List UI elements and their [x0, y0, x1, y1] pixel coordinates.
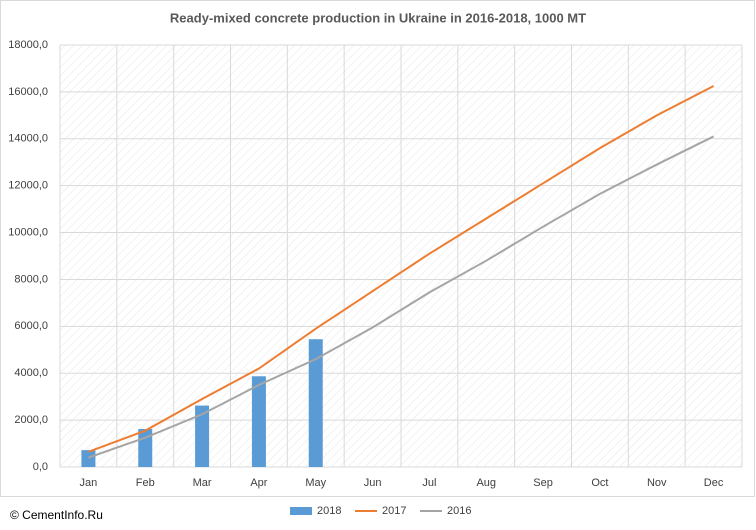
legend-label: 2018 [317, 505, 341, 517]
x-tick-label: Dec [704, 477, 724, 489]
line [88, 135, 715, 459]
line [88, 85, 715, 453]
y-tick-label: 10000,0 [8, 226, 48, 238]
x-tick-label: Oct [591, 477, 608, 489]
x-tick-label: Jun [364, 477, 382, 489]
y-tick-label: 14000,0 [8, 133, 48, 145]
legend-label: 2016 [447, 505, 471, 517]
x-tick-label: Aug [476, 477, 496, 489]
y-tick-label: 8000,0 [14, 273, 48, 285]
footer: © CementInfo.Ru [10, 508, 103, 522]
y-tick-label: 16000,0 [8, 86, 48, 98]
bar [81, 450, 96, 467]
y-tick-label: 0,0 [33, 461, 48, 473]
x-tick-label: May [305, 477, 326, 489]
legend-label: 2017 [382, 505, 406, 517]
chart-title: Ready-mixed concrete production in Ukrai… [170, 10, 586, 25]
y-tick-label: 4000,0 [14, 367, 48, 379]
y-tick-label: 12000,0 [8, 180, 48, 192]
bar [195, 405, 210, 467]
y-tick-label: 18000,0 [8, 39, 48, 51]
x-tick-label: Nov [647, 477, 667, 489]
x-tick-label: Jan [80, 477, 98, 489]
x-tick-label: Apr [250, 477, 267, 489]
bar [308, 339, 323, 467]
bar [251, 376, 266, 467]
x-tick-label: Mar [193, 477, 212, 489]
y-tick-label: 6000,0 [14, 320, 48, 332]
x-tick-label: Jul [422, 477, 436, 489]
x-tick-label: Sep [533, 477, 553, 489]
legend-swatch [290, 507, 312, 515]
y-tick-label: 2000,0 [14, 414, 48, 426]
x-tick-label: Feb [136, 477, 155, 489]
